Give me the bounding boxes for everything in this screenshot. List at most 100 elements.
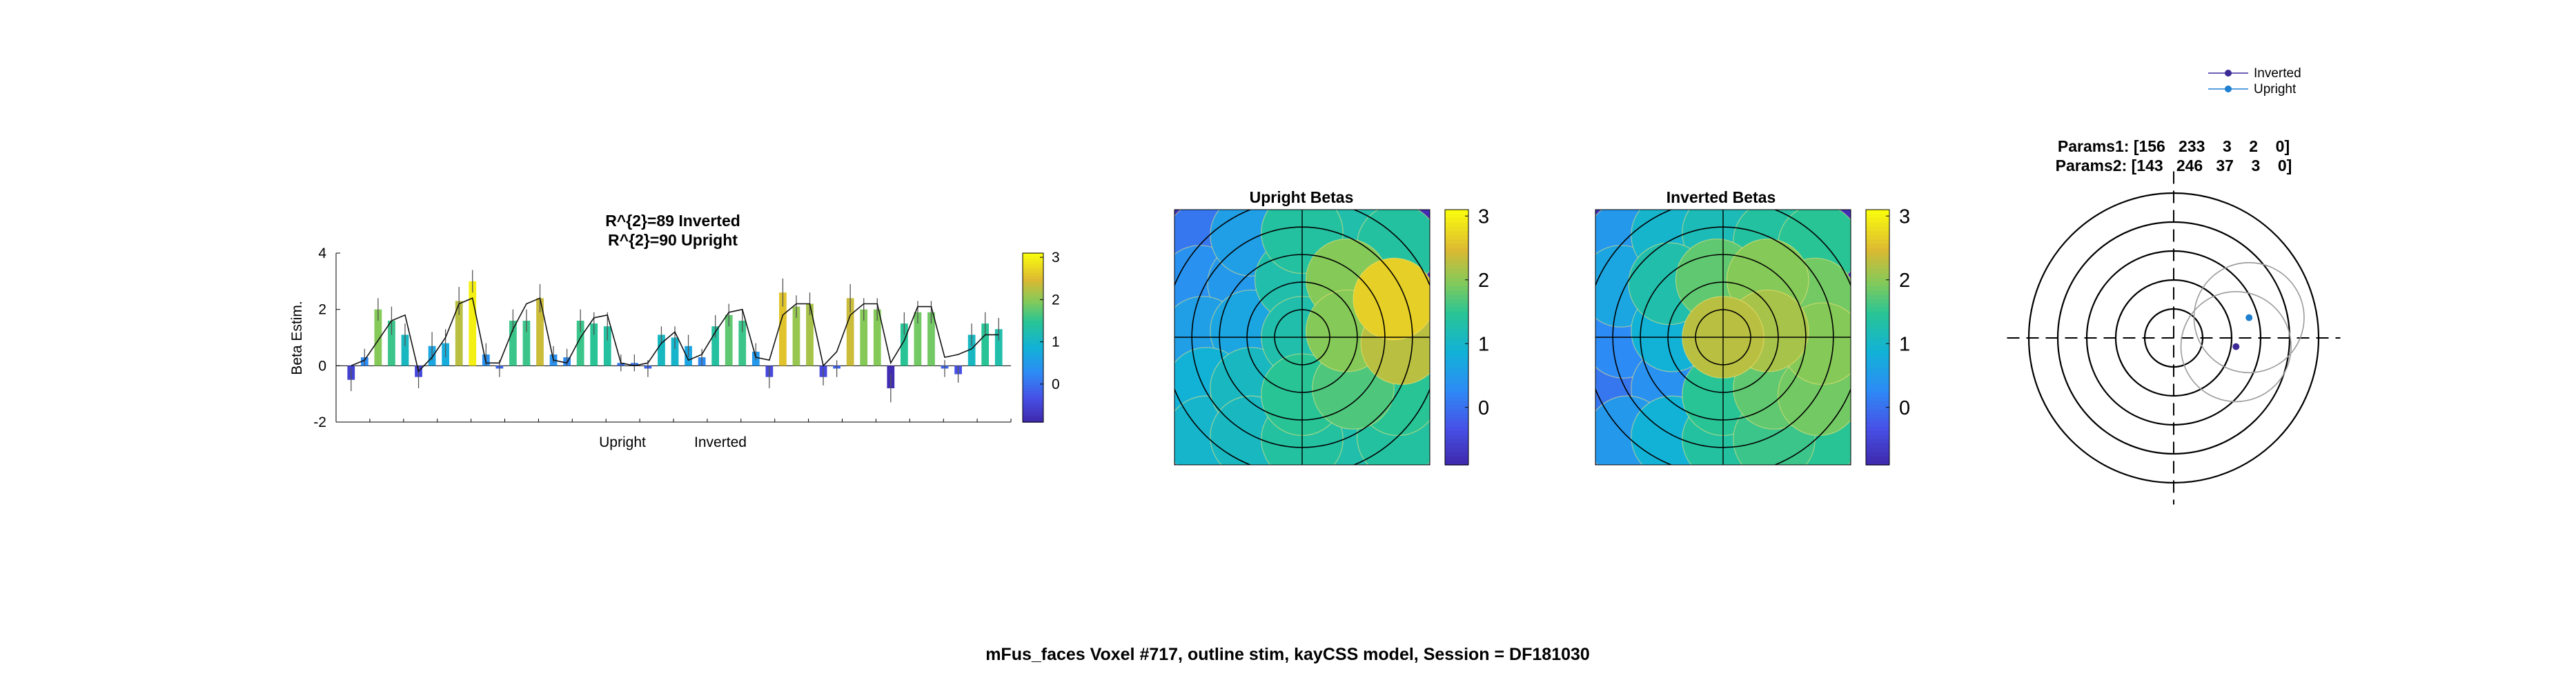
bar xyxy=(873,309,881,366)
colorbar-segment xyxy=(1866,375,1889,381)
inverted-betas-colorbar: 0 1 2 3 xyxy=(1865,206,1910,466)
colorbar-segment xyxy=(1445,230,1468,236)
upright-betas-title: Upright Betas xyxy=(1250,188,1354,206)
colorbar-segment xyxy=(1866,222,1889,228)
colorbar-segment xyxy=(1866,354,1889,359)
colorbar-segment xyxy=(1023,399,1043,403)
y-tick-label: 4 xyxy=(318,246,326,261)
colorbar-segment xyxy=(1023,259,1043,263)
colorbar-segment xyxy=(1445,265,1468,270)
colorbar-segment xyxy=(1023,261,1043,266)
colorbar-segment xyxy=(1866,252,1889,257)
bar xyxy=(576,321,584,366)
colorbar-tick-label: 1 xyxy=(1478,333,1489,355)
colorbar-segment xyxy=(1866,414,1889,419)
colorbar-segment xyxy=(1023,419,1043,423)
colorbar-segment xyxy=(1866,392,1889,398)
colorbar-segment xyxy=(1866,235,1889,240)
colorbar-segment xyxy=(1445,439,1468,444)
colorbar-segment xyxy=(1445,418,1468,423)
prf-size-circle xyxy=(2180,290,2292,403)
heatmap-content xyxy=(1174,210,1430,465)
colorbar-segment xyxy=(1445,371,1468,377)
colorbar-tick-label: 3 xyxy=(1052,250,1060,266)
colorbar-segment xyxy=(1023,309,1043,313)
colorbar-segment xyxy=(1023,267,1043,271)
colorbar-segment xyxy=(1866,312,1889,317)
colorbar-segment xyxy=(1445,448,1468,453)
colorbar-segment xyxy=(1445,328,1468,334)
bar xyxy=(846,298,854,366)
bar-chart-title-line1: R^{2}=89 Inverted xyxy=(605,212,740,230)
colorbar-segment xyxy=(1866,230,1889,236)
bar xyxy=(522,321,531,366)
colorbar-segment xyxy=(1866,303,1889,308)
bar xyxy=(590,323,598,366)
colorbar-segment xyxy=(1445,235,1468,240)
group-label-inverted: Inverted xyxy=(694,434,747,450)
colorbar-tick-label: 1 xyxy=(1899,333,1910,355)
colorbar-segment xyxy=(1023,343,1043,347)
colorbar-segment xyxy=(1866,210,1889,214)
colorbar-segment xyxy=(1445,434,1468,440)
prf-center-point xyxy=(2232,343,2240,350)
bar xyxy=(967,334,976,366)
colorbar-segment xyxy=(1445,388,1468,393)
bar-chart-panel: R^{2}=89 Inverted R^{2}=90 Upright Beta … xyxy=(289,212,1060,450)
colorbar-segment xyxy=(1023,408,1043,412)
colorbar-segment xyxy=(1445,214,1468,219)
colorbar-segment xyxy=(1445,324,1468,330)
inverted-betas-heatmap xyxy=(1595,209,1851,466)
colorbar-segment xyxy=(1023,366,1043,370)
colorbar-segment xyxy=(1023,360,1043,364)
colorbar-segment xyxy=(1445,426,1468,432)
colorbar-segment xyxy=(1866,337,1889,342)
colorbar-segment xyxy=(1445,273,1468,279)
bar xyxy=(509,321,517,366)
colorbar-segment xyxy=(1866,434,1889,440)
colorbar-segment xyxy=(1866,273,1889,279)
colorbar-segment xyxy=(1866,430,1889,436)
colorbar-segment xyxy=(1866,299,1889,304)
colorbar-segment xyxy=(1023,303,1043,308)
colorbar-segment xyxy=(1445,414,1468,419)
colorbar-segment xyxy=(1866,248,1889,253)
colorbar-segment xyxy=(1023,295,1043,299)
bar-chart-fit-line xyxy=(351,297,999,373)
bar xyxy=(725,314,733,366)
colorbar-segment xyxy=(1023,379,1043,383)
colorbar-tick-label: 2 xyxy=(1052,292,1060,308)
bar xyxy=(401,334,409,366)
figure-suptitle: mFus_faces Voxel #717, outline stim, kay… xyxy=(985,645,1590,664)
colorbar-segment xyxy=(1866,290,1889,296)
colorbar-frame xyxy=(1022,252,1044,423)
heatmap-content xyxy=(1595,210,1851,465)
colorbar-segment xyxy=(1866,346,1889,351)
bar xyxy=(981,323,990,366)
colorbar-segment xyxy=(1445,363,1468,368)
colorbar-segment xyxy=(1445,405,1468,410)
colorbar-segment xyxy=(1023,272,1043,277)
colorbar-segment xyxy=(1023,292,1043,297)
colorbar-segment xyxy=(1023,385,1043,389)
colorbar-segment xyxy=(1445,222,1468,228)
colorbar-segment xyxy=(1445,341,1468,347)
colorbar-segment xyxy=(1023,321,1043,324)
colorbar-segment xyxy=(1023,405,1043,409)
colorbar-segment xyxy=(1866,218,1889,223)
colorbar-segment xyxy=(1445,252,1468,257)
colorbar-tick-label: 0 xyxy=(1899,397,1910,419)
colorbar-segment xyxy=(1866,397,1889,402)
colorbar-segment xyxy=(1023,314,1043,319)
colorbar-tick-label: 2 xyxy=(1478,270,1489,292)
colorbar-segment xyxy=(1023,283,1043,288)
colorbar-segment xyxy=(1023,371,1043,375)
colorbar-segment xyxy=(1023,346,1043,350)
colorbar-segment xyxy=(1445,379,1468,385)
colorbar-segment xyxy=(1023,329,1043,333)
bar xyxy=(738,321,747,366)
colorbar-segment xyxy=(1445,239,1468,245)
colorbar-segment xyxy=(1866,294,1889,300)
colorbar-segment xyxy=(1866,261,1889,266)
